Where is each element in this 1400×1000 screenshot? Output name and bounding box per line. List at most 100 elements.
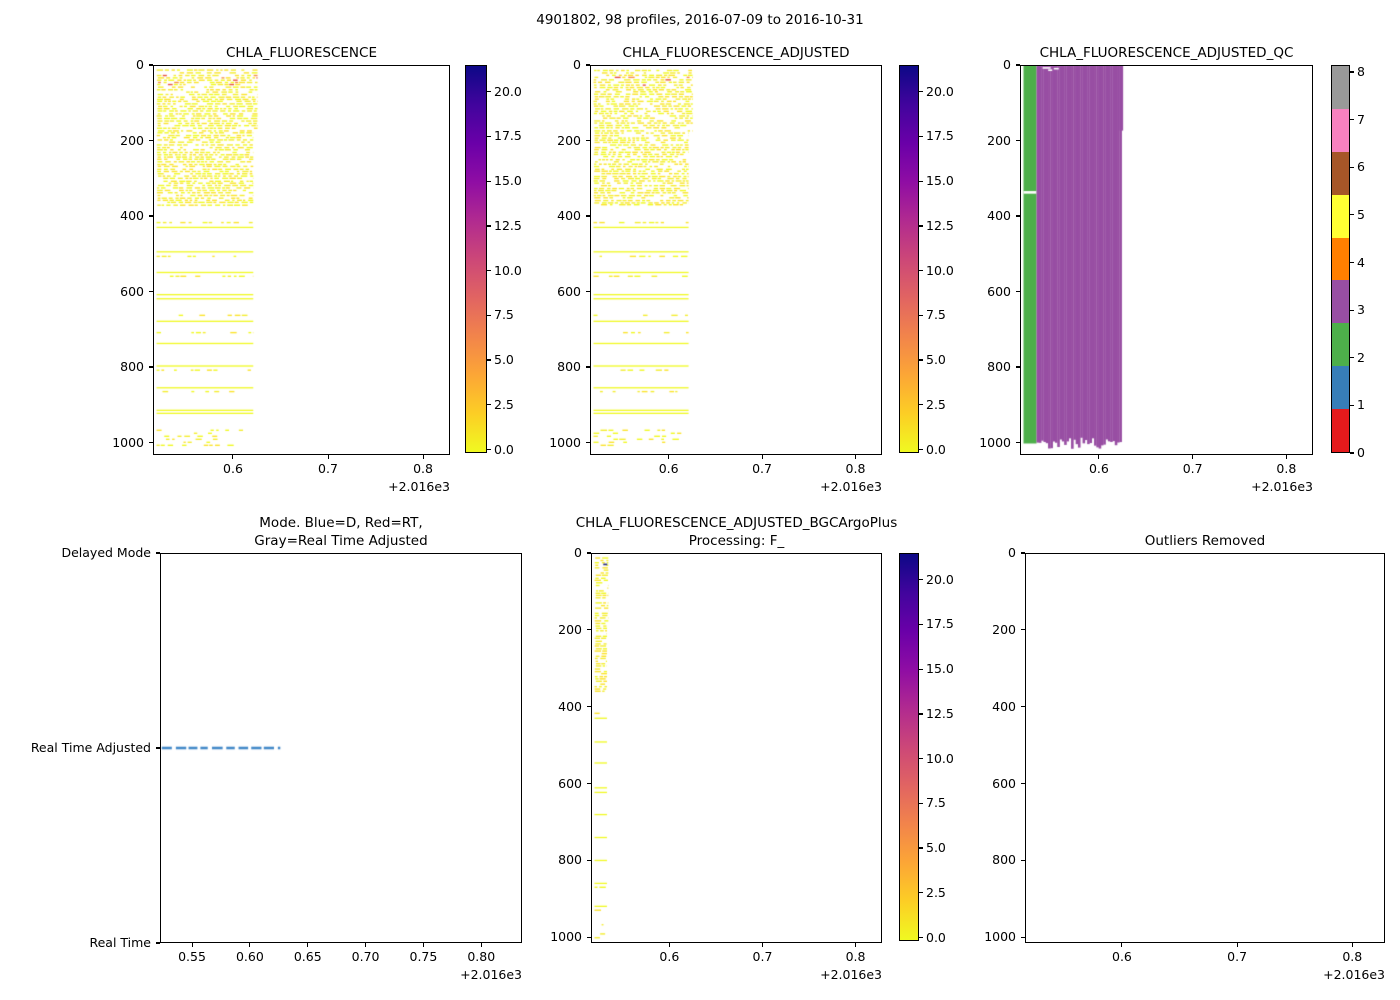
axis-offset-label: +2.016e3 <box>388 479 450 494</box>
colorbar-tick-label: 7.5 <box>926 307 946 323</box>
x-tick-label: 0.8 <box>845 949 866 964</box>
subplot-title: Mode. Blue=D, Red=RT, <box>259 515 423 531</box>
x-tick-mark <box>668 943 670 947</box>
y-tick-label: Real Time Adjusted <box>30 740 151 755</box>
y-tick-label: Delayed Mode <box>61 545 151 560</box>
axes-chla-fluorescence-adjusted <box>590 65 882 455</box>
x-tick-label: 0.7 <box>1182 461 1203 476</box>
y-tick-label: 200 <box>992 621 1016 637</box>
y-tick-mark <box>1016 215 1020 217</box>
colorbar-tick-label: 10.0 <box>926 262 954 278</box>
y-tick-mark <box>1016 366 1020 368</box>
y-tick-label: 600 <box>557 283 581 299</box>
colorbar-tick-label: 1 <box>1357 397 1365 413</box>
x-tick-label: 0.6 <box>223 461 243 476</box>
colorbar-tick-label: 12.5 <box>926 705 954 721</box>
subplot-title: CHLA_FLUORESCENCE_ADJUSTED_QC <box>1039 45 1294 61</box>
colorbar-tick-label: 15.0 <box>926 173 954 189</box>
colorbar-tick-mark <box>919 448 923 451</box>
colorbar-chla-fluorescence <box>465 65 487 453</box>
y-tick-mark <box>587 629 591 631</box>
x-tick-label: 0.60 <box>235 949 264 964</box>
colorbar-tick-label: 20.0 <box>494 83 522 99</box>
colorbar-tick-label: 2 <box>1357 349 1365 365</box>
y-tick-mark <box>149 64 153 66</box>
y-tick-label: 0 <box>574 545 582 560</box>
colorbar-tick-mark <box>487 448 491 451</box>
colorbar-tick-mark <box>919 847 923 849</box>
colorbar-tick-mark <box>487 135 491 138</box>
y-tick-mark <box>1021 936 1025 938</box>
colorbar-tick-label: 7 <box>1357 111 1365 127</box>
colorbar-tick-mark <box>487 180 491 182</box>
x-tick-mark <box>1236 943 1238 947</box>
y-tick-mark <box>586 366 590 368</box>
x-tick-label: 0.8 <box>1342 949 1363 964</box>
colorbar-tick-label: 17.5 <box>494 128 522 144</box>
axes-mode <box>160 553 522 943</box>
x-tick-mark <box>232 455 234 459</box>
colorbar-tick-mark <box>919 270 923 272</box>
x-tick-mark <box>761 455 763 459</box>
colorbar-tick-mark <box>487 91 491 93</box>
y-tick-mark <box>1021 706 1025 708</box>
y-tick-mark <box>1021 552 1025 554</box>
y-tick-label: 1000 <box>979 434 1011 450</box>
colorbar-segment <box>1332 151 1349 195</box>
colorbar-tick-label: 0.0 <box>494 441 514 457</box>
colorbar-tick-mark <box>1350 452 1354 454</box>
colorbar-tick-mark <box>1350 309 1354 311</box>
colorbar-segment <box>1332 322 1349 367</box>
x-tick-mark <box>422 455 424 459</box>
x-tick-mark <box>191 943 193 947</box>
colorbar-tick-label: 2.5 <box>926 884 946 900</box>
y-tick-label: 400 <box>120 208 144 224</box>
colorbar-tick-mark <box>919 225 923 227</box>
y-tick-label: 600 <box>992 775 1016 791</box>
colorbar-tick-mark <box>919 713 923 715</box>
x-tick-label: 0.6 <box>1112 949 1132 964</box>
colorbar-tick-label: 3 <box>1357 302 1365 318</box>
colorbar-tick-label: 10.0 <box>494 262 522 278</box>
y-tick-mark <box>586 215 590 217</box>
colorbar-segment <box>1332 408 1349 452</box>
axes-chla-fluorescence-adjusted-qc <box>1020 65 1313 455</box>
colorbar-tick-mark <box>1350 214 1354 216</box>
y-tick-label: 1000 <box>112 434 144 450</box>
colorbar-tick-label: 12.5 <box>926 217 954 233</box>
subplot-title: CHLA_FLUORESCENCE_ADJUSTED_BGCArgoPlus <box>575 515 898 531</box>
colorbar-tick-label: 0 <box>1357 445 1365 460</box>
y-tick-mark <box>587 782 591 785</box>
x-tick-mark <box>249 943 251 947</box>
colorbar-tick-mark <box>919 623 923 626</box>
colorbar-tick-mark <box>919 802 923 804</box>
colorbar-tick-mark <box>1350 357 1354 359</box>
x-tick-mark <box>480 943 482 947</box>
colorbar-tick-label: 20.0 <box>926 571 954 587</box>
x-tick-label: 0.8 <box>1276 461 1297 476</box>
colorbar-tick-mark <box>919 668 923 670</box>
colorbar-tick-label: 6 <box>1357 159 1365 175</box>
axes-outliers-removed <box>1025 553 1385 943</box>
colorbar-tick-mark <box>919 579 923 581</box>
y-tick-mark <box>1021 859 1025 861</box>
y-tick-label: 400 <box>987 208 1011 224</box>
y-tick-mark <box>587 706 591 708</box>
colorbar-tick-label: 10.0 <box>926 750 954 766</box>
x-tick-label: 0.55 <box>178 949 206 964</box>
colorbar-tick-label: 8 <box>1357 64 1365 79</box>
colorbar-tick-label: 15.0 <box>494 173 522 189</box>
chla-fluorescence-adjusted-qc-plot-canvas <box>1021 66 1312 454</box>
subplot-title: Processing: F_ <box>688 533 785 549</box>
y-tick-label: 800 <box>992 852 1016 868</box>
colorbar-tick-mark <box>487 270 491 272</box>
y-tick-mark <box>1016 64 1020 66</box>
y-tick-mark <box>1021 782 1025 785</box>
y-tick-label: 200 <box>557 132 581 148</box>
y-tick-mark <box>1016 139 1020 142</box>
x-tick-mark <box>1098 455 1100 459</box>
y-tick-mark <box>149 215 153 217</box>
colorbar-tick-label: 5 <box>1357 206 1365 222</box>
colorbar-tick-mark <box>487 225 491 227</box>
colorbar-tick-label: 0.0 <box>926 929 946 945</box>
